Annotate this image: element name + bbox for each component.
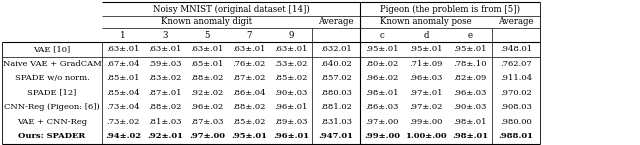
- Text: 7: 7: [246, 30, 252, 39]
- Text: .82±.09: .82±.09: [453, 74, 486, 82]
- Text: .92±.02: .92±.02: [190, 89, 223, 97]
- Text: .73±.04: .73±.04: [106, 103, 140, 111]
- Text: .96±.01: .96±.01: [275, 103, 308, 111]
- Text: .85±.02: .85±.02: [232, 118, 266, 126]
- Text: .948.01: .948.01: [500, 45, 532, 53]
- Text: VAE + CNN-Reg: VAE + CNN-Reg: [17, 118, 87, 126]
- Text: .90±.03: .90±.03: [275, 89, 308, 97]
- Text: .87±.03: .87±.03: [190, 118, 224, 126]
- Text: .83±.02: .83±.02: [148, 74, 182, 82]
- Text: .96±.03: .96±.03: [410, 74, 443, 82]
- Text: d: d: [423, 30, 429, 39]
- Text: .76±.02: .76±.02: [232, 60, 266, 68]
- Text: 1: 1: [120, 30, 126, 39]
- Text: .63±.01: .63±.01: [232, 45, 266, 53]
- Text: .96±.02: .96±.02: [190, 103, 223, 111]
- Text: .99±.00: .99±.00: [410, 118, 443, 126]
- Text: CNN-Reg (Pigeon: [6]): CNN-Reg (Pigeon: [6]): [4, 103, 100, 111]
- Text: .88±.02: .88±.02: [232, 103, 266, 111]
- Text: .908.03: .908.03: [500, 103, 532, 111]
- Text: .87±.01: .87±.01: [148, 89, 182, 97]
- Text: .97±.00: .97±.00: [189, 132, 225, 140]
- Text: .59±.03: .59±.03: [148, 60, 182, 68]
- Text: .63±.01: .63±.01: [106, 45, 140, 53]
- Text: .762.07: .762.07: [500, 60, 532, 68]
- Text: .95±.01: .95±.01: [231, 132, 267, 140]
- Text: .94±.02: .94±.02: [105, 132, 141, 140]
- Text: .92±.01: .92±.01: [147, 132, 183, 140]
- Text: .96±.01: .96±.01: [273, 132, 309, 140]
- Text: .988.01: .988.01: [499, 132, 534, 140]
- Text: .63±.01: .63±.01: [148, 45, 182, 53]
- Text: .96±.02: .96±.02: [365, 74, 399, 82]
- Text: Known anomaly pose: Known anomaly pose: [380, 18, 472, 27]
- Text: .71±.09: .71±.09: [409, 60, 443, 68]
- Text: .95±.01: .95±.01: [409, 45, 443, 53]
- Text: Noisy MNIST (original dataset [14]): Noisy MNIST (original dataset [14]): [152, 4, 309, 14]
- Text: .911.04: .911.04: [500, 74, 532, 82]
- Text: .640.02: .640.02: [320, 60, 352, 68]
- Text: .98±.01: .98±.01: [365, 89, 399, 97]
- Text: Pigeon (the problem is from [5]): Pigeon (the problem is from [5]): [380, 4, 520, 14]
- Text: .90±.03: .90±.03: [453, 103, 486, 111]
- Text: .81±.03: .81±.03: [148, 118, 182, 126]
- Text: .831.03: .831.03: [320, 118, 352, 126]
- Text: .98±.01: .98±.01: [452, 132, 488, 140]
- Text: .85±.02: .85±.02: [275, 74, 308, 82]
- Text: .857.02: .857.02: [320, 74, 352, 82]
- Text: .78±.10: .78±.10: [453, 60, 487, 68]
- Text: .980.00: .980.00: [500, 118, 532, 126]
- Text: VAE [10]: VAE [10]: [33, 45, 70, 53]
- Text: 1.00±.00: 1.00±.00: [405, 132, 447, 140]
- Text: .65±.01: .65±.01: [190, 60, 224, 68]
- Text: .87±.02: .87±.02: [232, 74, 266, 82]
- Text: Naive VAE + GradCAM: Naive VAE + GradCAM: [3, 60, 101, 68]
- Text: .970.02: .970.02: [500, 89, 532, 97]
- Text: .947.01: .947.01: [319, 132, 353, 140]
- Text: 5: 5: [204, 30, 210, 39]
- Text: e: e: [467, 30, 472, 39]
- Text: .881.02: .881.02: [320, 103, 352, 111]
- Text: .88±.02: .88±.02: [190, 74, 224, 82]
- Text: .98±.01: .98±.01: [453, 118, 487, 126]
- Text: .85±.01: .85±.01: [106, 74, 140, 82]
- Text: .632.01: .632.01: [320, 45, 352, 53]
- Text: .73±.02: .73±.02: [106, 118, 140, 126]
- Text: .86±.03: .86±.03: [365, 103, 399, 111]
- Text: .97±.02: .97±.02: [410, 103, 443, 111]
- Text: SPADE w/o norm.: SPADE w/o norm.: [15, 74, 90, 82]
- Text: .99±.00: .99±.00: [364, 132, 400, 140]
- Text: Known anomaly digit: Known anomaly digit: [161, 18, 253, 27]
- Text: .95±.01: .95±.01: [453, 45, 487, 53]
- Text: .63±.01: .63±.01: [275, 45, 308, 53]
- Text: .880.03: .880.03: [320, 89, 352, 97]
- Text: Average: Average: [498, 18, 534, 27]
- Text: .97±.01: .97±.01: [409, 89, 443, 97]
- Text: Ours: SPADER: Ours: SPADER: [19, 132, 86, 140]
- Text: .97±.00: .97±.00: [365, 118, 399, 126]
- Text: .86±.04: .86±.04: [232, 89, 266, 97]
- Text: Average: Average: [318, 18, 354, 27]
- Text: .89±.03: .89±.03: [275, 118, 308, 126]
- Text: .67±.04: .67±.04: [106, 60, 140, 68]
- Text: 9: 9: [288, 30, 294, 39]
- Text: c: c: [380, 30, 385, 39]
- Text: 3: 3: [163, 30, 168, 39]
- Text: .63±.01: .63±.01: [190, 45, 224, 53]
- Text: .80±.02: .80±.02: [365, 60, 399, 68]
- Text: SPADE [12]: SPADE [12]: [28, 89, 77, 97]
- Text: .95±.01: .95±.01: [365, 45, 399, 53]
- Text: .85±.04: .85±.04: [106, 89, 140, 97]
- Text: .53±.02: .53±.02: [275, 60, 308, 68]
- Text: .88±.02: .88±.02: [148, 103, 182, 111]
- Text: .96±.03: .96±.03: [453, 89, 486, 97]
